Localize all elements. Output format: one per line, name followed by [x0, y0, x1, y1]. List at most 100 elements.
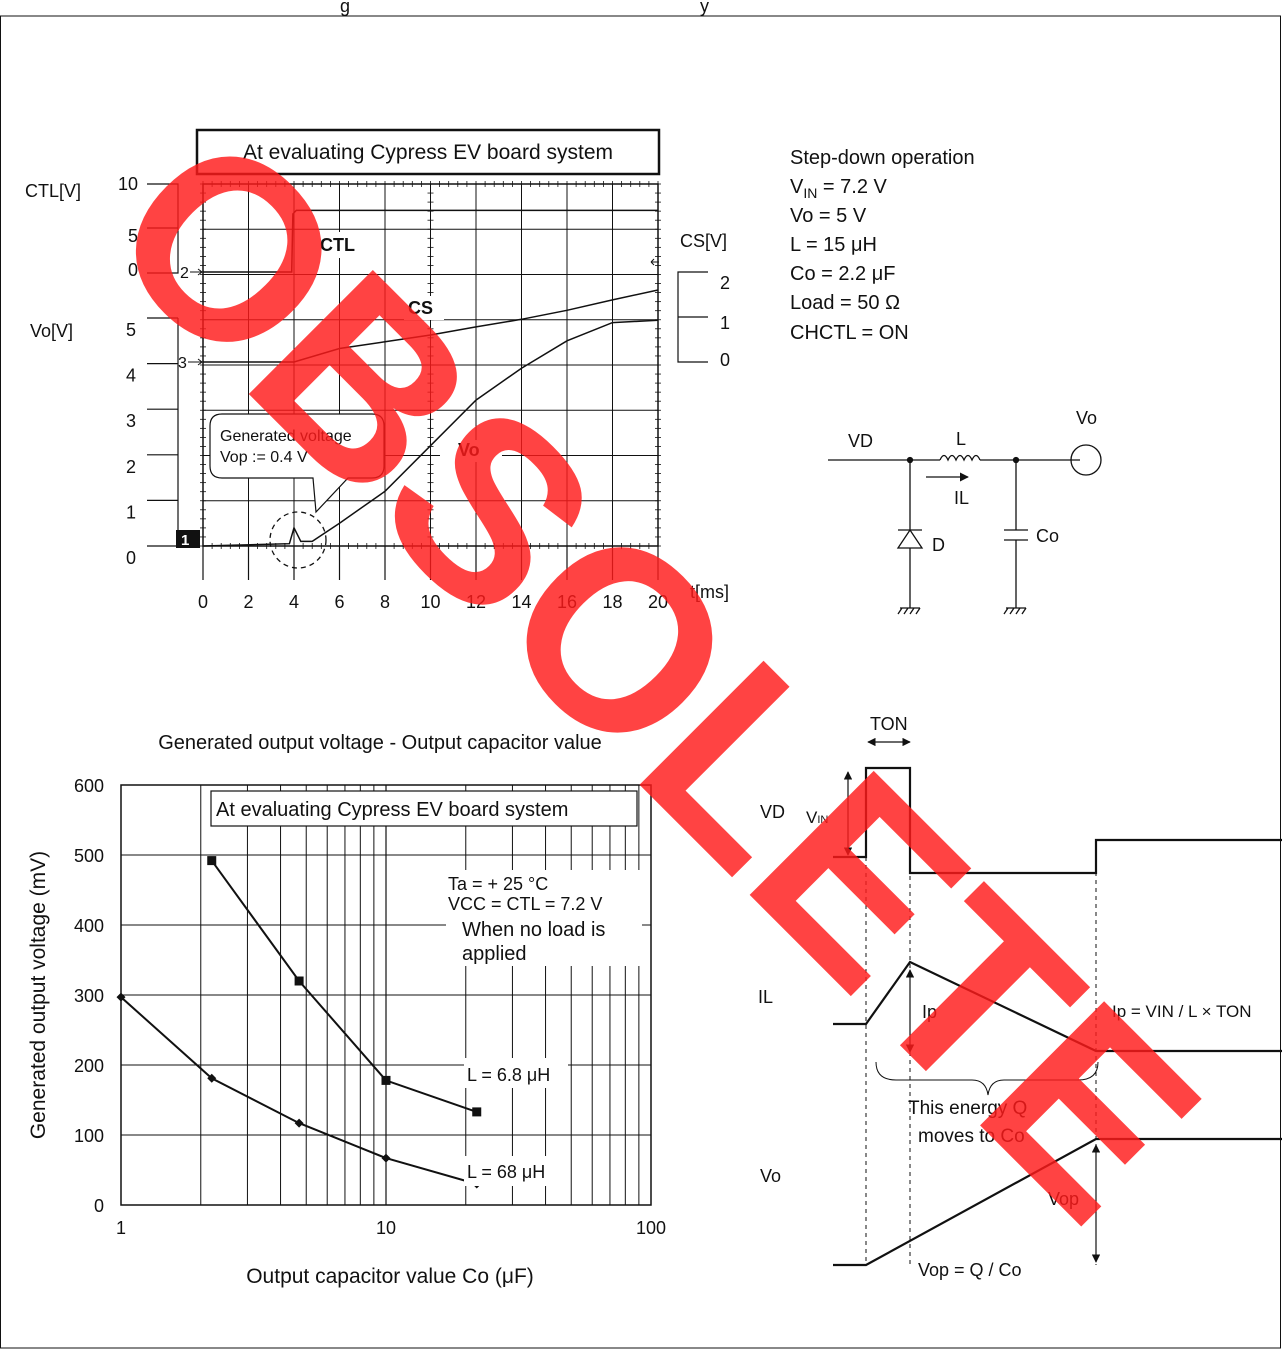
page-frame: [0, 15, 1281, 1349]
series-label-cs: CS: [408, 298, 433, 318]
cs-label-bg: [404, 296, 444, 320]
step-down-circuit: [828, 444, 1102, 615]
log-point-square: [294, 976, 304, 986]
scope-x-tick-label: 12: [466, 592, 486, 612]
log-point-square: [472, 1107, 482, 1117]
scope-x-tick-label: 10: [420, 592, 440, 612]
vo-axis-ticks: [147, 317, 178, 547]
log-point-diamond: [207, 1073, 217, 1083]
log-y-tick-label: 0: [94, 1196, 104, 1216]
log-chart-x-label: Output capacitor value Co (μF): [246, 1265, 534, 1288]
ground-icon: [1003, 607, 1027, 615]
vo-tick-label: 2: [126, 457, 136, 477]
timing-il: IL: [758, 987, 773, 1007]
callout-bubble: [209, 413, 385, 514]
log-cond-noload: When no load is: [462, 919, 605, 941]
log-chart-grid: [121, 785, 651, 1205]
log-x-tick-label: 10: [376, 1218, 396, 1238]
scope-x-tick-label: 0: [198, 592, 208, 612]
ctl-tick-labels: 10 5 0: [118, 174, 138, 280]
cond-load: Load = 50 Ω: [790, 292, 900, 314]
log-chart-box-label-frame: [210, 790, 638, 827]
cond-l: L = 15 μH: [790, 234, 877, 256]
ch3-arrow-icon: [188, 358, 203, 366]
log-chart-box-label: At evaluating Cypress EV board system: [216, 799, 568, 821]
vo-tick-labels: 5 4 3 2 1 0: [126, 320, 136, 568]
series-label-ctl: CTL: [320, 235, 355, 255]
vo-tick-label: 1: [126, 502, 136, 522]
log-y-tick-label: 200: [74, 1056, 104, 1076]
circuit-vd: VD: [848, 431, 873, 451]
scope-title: At evaluating Cypress EV board system: [243, 141, 613, 164]
log-y-tick-label: 300: [74, 986, 104, 1006]
scope-x-tick-label: 4: [289, 592, 299, 612]
output-terminal-icon: [1070, 444, 1102, 476]
log-series-label-680: L = 68 μH: [467, 1162, 545, 1182]
ctl-tick-label: 0: [128, 260, 138, 280]
log-y-tick-label: 500: [74, 846, 104, 866]
cs-tick-labels: 2 1 0: [720, 273, 730, 370]
scope-series: [202, 209, 659, 547]
circuit-l: L: [956, 429, 966, 449]
energy-brace: [875, 1061, 1099, 1096]
timing-ton: TON: [870, 714, 908, 734]
log-cond-applied: applied: [462, 943, 527, 965]
series-label-vo: Vo: [458, 440, 480, 460]
timing-diagram: TON VD VIN IL Ip Ip = VIN / L × TON This…: [758, 714, 1282, 1280]
series-label-bg: [464, 1058, 568, 1088]
operating-conditions: Step-down operation VIN = 7.2 V Vo = 5 V…: [790, 147, 975, 344]
ground-icon: [897, 607, 921, 615]
log-point-diamond: [294, 1118, 304, 1128]
scope-x-tick-label: 2: [243, 592, 253, 612]
inductor-icon: [939, 454, 981, 462]
vo-tick-label: 5: [126, 320, 136, 340]
log-chart-title: Generated output voltage - Output capaci…: [158, 732, 602, 754]
log-x-tick-label: 100: [636, 1218, 666, 1238]
vd-waveform: [833, 766, 1282, 875]
log-chart-y-tick-labels: 0 100 200 300 400 500 600: [74, 776, 104, 1216]
vo-label-bg: [440, 440, 502, 462]
log-y-tick-label: 100: [74, 1126, 104, 1146]
overshoot-highlight: [269, 511, 327, 569]
cond-chctl: CHCTL = ON: [790, 322, 909, 344]
log-x-tick-label: 1: [116, 1218, 126, 1238]
vo-tick-label: 0: [126, 548, 136, 568]
vo-tick-label: 3: [126, 411, 136, 431]
log-point-diamond: [381, 1153, 391, 1163]
cs-axis-label: CS[V]: [680, 231, 727, 251]
scope-series-vo: [202, 319, 659, 547]
timing-energy1: This energy Q: [908, 1098, 1027, 1119]
scope-x-tick-label: 16: [557, 592, 577, 612]
log-y-tick-label: 600: [74, 776, 104, 796]
ch3-marker: 3: [178, 355, 187, 372]
oscilloscope-chart: At evaluating Cypress EV board system CT…: [25, 128, 730, 612]
circuit-il: IL: [954, 488, 969, 508]
cs-tick-label: 1: [720, 313, 730, 333]
ctl-label-bg: [318, 232, 366, 258]
ctl-tick-label: 5: [128, 226, 138, 246]
header-fragment: g: [340, 0, 350, 16]
scope-x-tick-labels: 0 2 4 6 8 10 12 14 16 18 20: [198, 546, 668, 612]
scope-x-tick-label: 18: [602, 592, 622, 612]
timing-ip: Ip: [922, 1002, 937, 1022]
scope-x-tick-label: 8: [380, 592, 390, 612]
callout-line2: Vop := 0.4 V: [220, 449, 308, 466]
log-series-label-68: L = 6.8 μH: [467, 1065, 550, 1085]
timing-vop-formula: Vop = Q / Co: [918, 1260, 1022, 1280]
log-chart-x-tick-labels: 1 10 100: [116, 1218, 666, 1238]
scope-x-tick-label: 14: [511, 592, 531, 612]
cond-vo: Vo = 5 V: [790, 205, 867, 227]
scope-title-box: [195, 128, 661, 176]
il-waveform: [833, 960, 1282, 1053]
cond-step-down: Step-down operation: [790, 147, 975, 169]
scope-series-ctl: [203, 209, 658, 273]
scope-x-tick-label: 20: [648, 592, 668, 612]
scope-x-label: t[ms]: [690, 582, 729, 602]
cs-tick-label: 0: [720, 350, 730, 370]
cs-arrow-icon: [650, 258, 659, 266]
circuit-vo: Vo: [1076, 408, 1097, 428]
watermark-text: OBSOLETE: [58, 79, 1251, 1272]
series-label-bg: [464, 1156, 568, 1186]
scope-series-cs: [203, 289, 659, 363]
